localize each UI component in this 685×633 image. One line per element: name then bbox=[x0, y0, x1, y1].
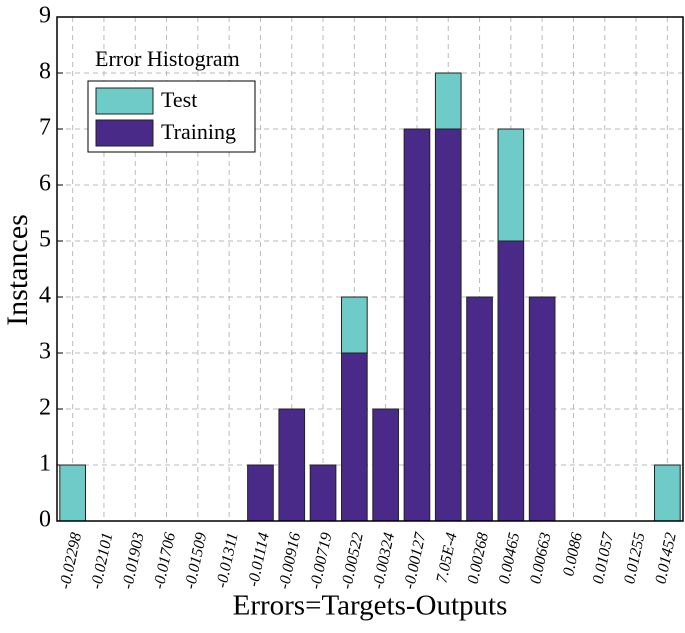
x-tick-label: 0.00663 bbox=[527, 531, 554, 585]
x-tick-label: -0.02298 bbox=[57, 531, 86, 591]
bar bbox=[309, 464, 337, 522]
bar bbox=[466, 296, 493, 522]
x-tick-label: -0.01509 bbox=[182, 531, 211, 591]
y-tick-label: 8 bbox=[39, 59, 51, 85]
bar bbox=[247, 464, 274, 522]
y-tick-label: 2 bbox=[39, 395, 51, 421]
x-tick-label: -0.02101 bbox=[88, 531, 117, 591]
bar bbox=[434, 72, 462, 130]
x-tick-label: -0.01114 bbox=[245, 531, 273, 588]
x-tick-label: 0.00465 bbox=[496, 531, 523, 585]
y-tick-label: 7 bbox=[39, 115, 51, 141]
x-tick-label: 0.00268 bbox=[465, 531, 492, 585]
bar bbox=[278, 408, 306, 522]
y-tick-label: 3 bbox=[39, 339, 51, 365]
x-tick-label: -0.00916 bbox=[276, 531, 305, 591]
y-axis-label: Instances bbox=[1, 214, 34, 326]
x-tick-label: -0.00324 bbox=[370, 531, 399, 591]
bar bbox=[372, 408, 399, 522]
x-tick-label: 0.01452 bbox=[652, 531, 679, 585]
x-tick-label: 0.01255 bbox=[621, 531, 648, 585]
legend-label: Test bbox=[161, 87, 197, 112]
x-axis-label: Errors=Targets-Outputs bbox=[233, 590, 508, 622]
x-tick-label: -0.01706 bbox=[151, 531, 180, 591]
plot-frame bbox=[56, 16, 684, 522]
legend-label: Training bbox=[161, 119, 236, 144]
x-tick-label: -0.00522 bbox=[338, 531, 367, 591]
x-tick-label: -0.00127 bbox=[401, 530, 430, 591]
bar bbox=[528, 296, 556, 522]
bar bbox=[59, 464, 86, 522]
x-tick-label: -0.01311 bbox=[213, 531, 241, 589]
legend-title: Error Histogram bbox=[95, 46, 240, 71]
y-tick-label: 6 bbox=[39, 171, 51, 197]
y-tick-label: 5 bbox=[39, 227, 51, 253]
y-tick-label: 0 bbox=[39, 507, 51, 533]
y-tick-label: 9 bbox=[39, 3, 51, 29]
bar bbox=[497, 128, 525, 242]
x-tick-label: -0.00719 bbox=[307, 531, 336, 591]
legend-swatch bbox=[95, 119, 154, 147]
bar bbox=[341, 296, 368, 354]
x-tick-label: 0.01057 bbox=[590, 530, 618, 585]
bar bbox=[434, 128, 462, 522]
bar bbox=[497, 240, 525, 522]
bar bbox=[403, 128, 431, 522]
y-tick-label: 1 bbox=[39, 451, 51, 477]
bar bbox=[341, 352, 368, 522]
legend-swatch bbox=[95, 87, 154, 115]
x-tick-label: 7.05E-4 bbox=[433, 531, 460, 585]
x-tick-label: -0.01903 bbox=[119, 531, 148, 591]
y-tick-label: 4 bbox=[39, 283, 51, 309]
bar bbox=[654, 464, 681, 522]
x-tick-label: 0.0086 bbox=[560, 531, 586, 578]
